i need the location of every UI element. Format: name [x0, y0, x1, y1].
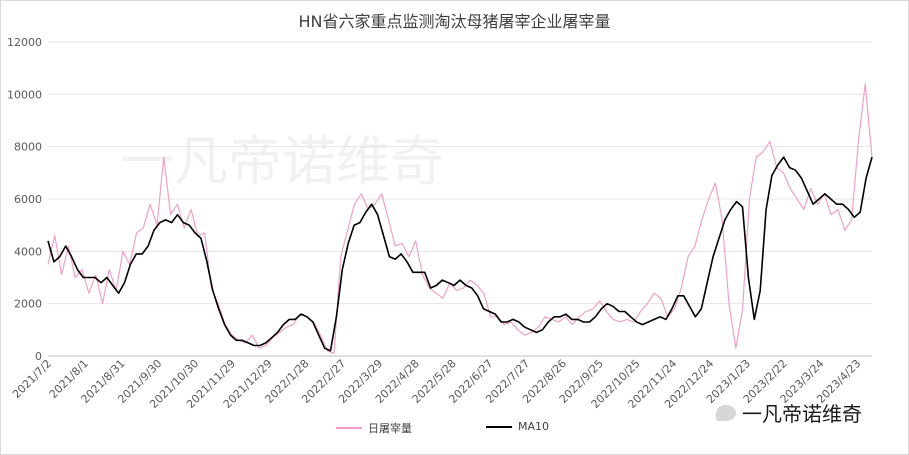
- legend-label-daily: 日屠宰量: [368, 422, 412, 435]
- series-line-daily: [47, 83, 873, 354]
- legend-item-daily: 日屠宰量: [336, 420, 412, 436]
- y-tick-label: 0: [35, 350, 42, 363]
- chart-title: HN省六家重点监测淘汰母猪屠宰企业屠宰量: [298, 12, 611, 31]
- legend-item-ma10: MA10: [486, 420, 549, 433]
- legend-label-ma10: MA10: [518, 420, 550, 433]
- source-badge: 一凡帝诺维奇: [716, 398, 862, 427]
- chat-bubble-icon: [716, 404, 736, 421]
- grid-lines: [48, 41, 872, 357]
- watermark: 一凡帝诺维奇: [120, 130, 444, 193]
- y-tick-label: 10000: [7, 88, 42, 101]
- y-tick-label: 4000: [14, 245, 42, 258]
- y-tick-label: 8000: [14, 141, 42, 154]
- legend-swatch-ma10: [486, 425, 512, 428]
- legend-swatch-daily: [336, 427, 362, 429]
- series-line-ma10: [47, 156, 873, 352]
- y-tick-label: 6000: [14, 193, 42, 206]
- y-tick-label: 2000: [14, 298, 42, 311]
- series-lines: [47, 83, 873, 354]
- y-axis-ticks: 0 2000 4000 6000 8000 10000 12000: [7, 36, 42, 363]
- y-tick-label: 12000: [7, 36, 42, 49]
- source-badge-label: 一凡帝诺维奇: [742, 402, 862, 426]
- x-tick-label: 2021/7/2: [10, 357, 54, 401]
